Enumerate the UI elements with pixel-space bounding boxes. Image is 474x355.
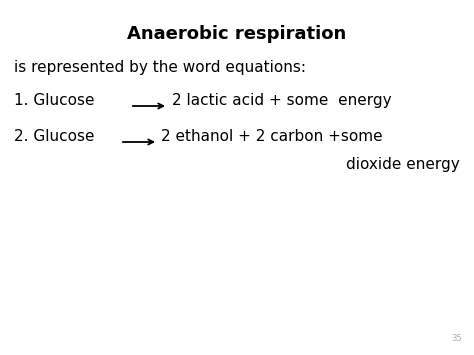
Text: 2 lactic acid + some  energy: 2 lactic acid + some energy (172, 93, 392, 108)
Text: 35: 35 (451, 334, 462, 343)
Text: dioxide energy: dioxide energy (346, 157, 460, 172)
Text: Anaerobic respiration: Anaerobic respiration (128, 25, 346, 43)
Text: is represented by the word equations:: is represented by the word equations: (14, 60, 306, 75)
Text: 2. Glucose: 2. Glucose (14, 129, 94, 144)
Text: 2 ethanol + 2 carbon +some: 2 ethanol + 2 carbon +some (161, 129, 383, 144)
Text: 1. Glucose: 1. Glucose (14, 93, 94, 108)
